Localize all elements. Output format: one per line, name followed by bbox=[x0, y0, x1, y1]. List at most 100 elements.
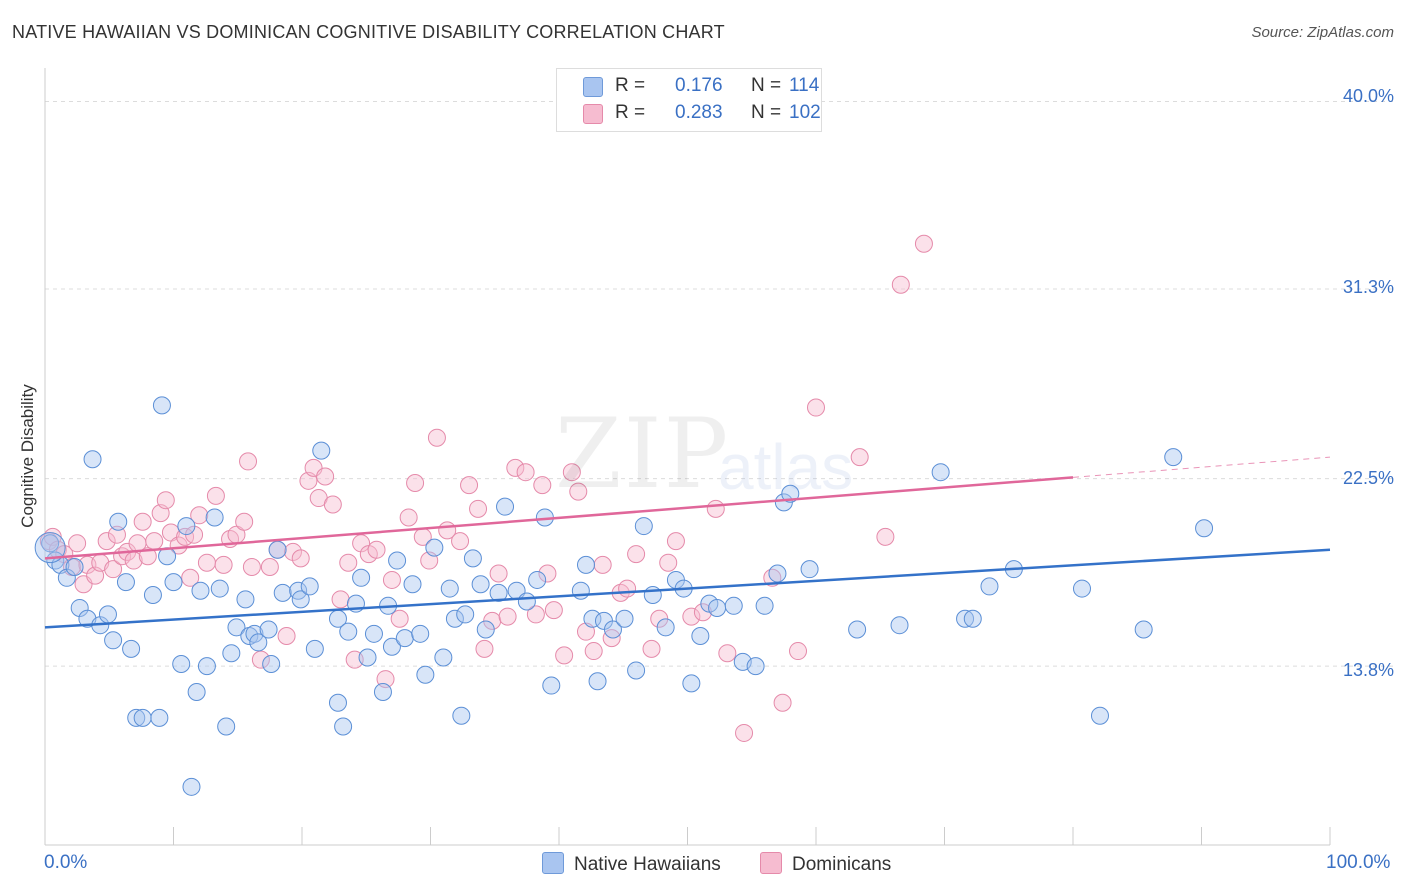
native-hawaiians-point bbox=[627, 661, 646, 680]
dominicans-trend-line bbox=[44, 476, 1074, 560]
dominicans-point bbox=[516, 463, 535, 482]
dominicans-point bbox=[339, 553, 358, 572]
native-hawaiians-point bbox=[615, 609, 634, 628]
native-hawaiians-trend-line bbox=[44, 548, 1331, 629]
native-hawaiians-point bbox=[724, 596, 743, 615]
native-hawaiians-point bbox=[1072, 579, 1091, 598]
dominicans-point bbox=[914, 234, 933, 253]
dominicans-point bbox=[214, 555, 233, 574]
dominicans-point bbox=[506, 458, 525, 477]
dominicans-point bbox=[406, 473, 425, 492]
y-tick-label: 22.5% bbox=[1342, 468, 1394, 488]
dominicans-point bbox=[533, 476, 552, 495]
native-hawaiians-point bbox=[452, 706, 471, 725]
native-hawaiians-point bbox=[245, 624, 264, 643]
dominicans-point bbox=[469, 499, 488, 518]
native-hawaiians-point bbox=[463, 549, 482, 568]
native-hawaiians-point bbox=[227, 618, 246, 637]
dominicans-point bbox=[291, 549, 310, 568]
native-hawaiians-point bbox=[197, 657, 216, 676]
native-hawaiians-point bbox=[746, 657, 765, 676]
dominicans-point bbox=[104, 560, 123, 579]
native-hawaiians-point bbox=[411, 624, 430, 643]
trend-lines bbox=[44, 456, 1331, 629]
native-hawaiians-point bbox=[800, 560, 819, 579]
dominicans-point bbox=[627, 545, 646, 564]
native-hawaiians-point bbox=[768, 564, 787, 583]
dominicans-point bbox=[277, 626, 296, 645]
dominicans-point bbox=[260, 558, 279, 577]
native-hawaiians-point bbox=[1090, 706, 1109, 725]
native-hawaiians-point bbox=[150, 708, 169, 727]
y-axis-label: Cognitive Disability bbox=[18, 384, 37, 528]
native-hawaiians-point bbox=[682, 674, 701, 693]
bottom-legend-dominicans: Dominicans bbox=[760, 852, 891, 876]
legend-r-value: 0.283 bbox=[675, 102, 723, 123]
y-tick-label: 13.8% bbox=[1342, 660, 1394, 680]
native-hawaiians-point bbox=[222, 644, 241, 663]
dominicans-point bbox=[382, 570, 401, 589]
native-hawaiians-point bbox=[691, 626, 710, 645]
dominicans-point bbox=[107, 525, 126, 544]
native-hawaiians-point bbox=[187, 683, 206, 701]
legend-swatch-pink bbox=[583, 104, 603, 124]
dominicans-point bbox=[206, 486, 225, 505]
source-credit: Source: ZipAtlas.com bbox=[1251, 24, 1394, 41]
legend-n-value: 114 bbox=[789, 75, 820, 96]
dominicans-point bbox=[682, 607, 701, 626]
native-hawaiians-point bbox=[273, 583, 292, 602]
x-tick-label-min: 0.0% bbox=[44, 852, 88, 873]
native-hawaiians-point bbox=[364, 624, 383, 643]
watermark-atlas: atlas bbox=[718, 431, 854, 503]
native-hawaiians-point bbox=[1134, 620, 1153, 639]
native-hawaiians-point bbox=[172, 654, 191, 673]
legend-r-label: R = bbox=[615, 75, 646, 96]
dominicans-point bbox=[451, 532, 470, 551]
native-hawaiians-point bbox=[143, 586, 162, 605]
bottom-legend-label: Native Hawaiians bbox=[574, 854, 721, 875]
native-hawaiians-point bbox=[83, 450, 102, 469]
dominicans-point bbox=[593, 555, 612, 574]
dominicans-point bbox=[618, 579, 637, 598]
dominicans-point bbox=[197, 553, 216, 572]
native-hawaiians-point bbox=[122, 639, 141, 658]
dominicans-point bbox=[498, 607, 517, 626]
dominicans-point bbox=[133, 512, 152, 531]
native-hawaiians-point bbox=[416, 665, 435, 684]
native-hawaiians-point bbox=[339, 622, 358, 641]
native-hawaiians-point bbox=[98, 605, 117, 624]
native-hawaiians-point bbox=[217, 717, 236, 736]
dominicans-point bbox=[718, 644, 737, 663]
y-tick-label: 31.3% bbox=[1342, 277, 1394, 297]
native-hawaiians-point bbox=[34, 532, 66, 564]
native-hawaiians-point bbox=[358, 648, 377, 667]
dominicans-point bbox=[242, 558, 261, 577]
dominicans-point bbox=[789, 642, 808, 661]
native-hawaiians-point bbox=[164, 573, 183, 592]
native-hawaiians-point bbox=[517, 592, 536, 611]
dominicans-point bbox=[876, 527, 895, 546]
dominicans-point bbox=[190, 506, 209, 525]
native-hawaiians-point bbox=[395, 629, 414, 648]
dominicans-point bbox=[331, 590, 350, 609]
native-hawaiians-point bbox=[177, 517, 196, 536]
dominicans-point bbox=[562, 463, 581, 482]
dominicans-point bbox=[239, 452, 258, 471]
native-hawaiians-point bbox=[116, 573, 135, 592]
native-hawaiians-point bbox=[182, 777, 201, 796]
dominicans-point bbox=[642, 639, 661, 658]
native-hawaiians-point bbox=[262, 654, 281, 673]
legend-r-value: 0.176 bbox=[675, 75, 723, 96]
native-hawaiians-point bbox=[65, 558, 84, 577]
native-hawaiians-point bbox=[127, 708, 146, 727]
legend-n-value: 102 bbox=[789, 102, 821, 123]
native-hawaiians-point bbox=[890, 616, 909, 635]
native-hawaiians-point bbox=[434, 648, 453, 667]
legend-n-label: N = bbox=[751, 102, 782, 123]
dominicans-point bbox=[427, 428, 446, 447]
native-hawaiians-point bbox=[489, 583, 508, 602]
dominicans-point bbox=[850, 448, 869, 467]
native-hawaiians-point bbox=[963, 609, 982, 628]
native-hawaiians-point bbox=[152, 396, 171, 415]
